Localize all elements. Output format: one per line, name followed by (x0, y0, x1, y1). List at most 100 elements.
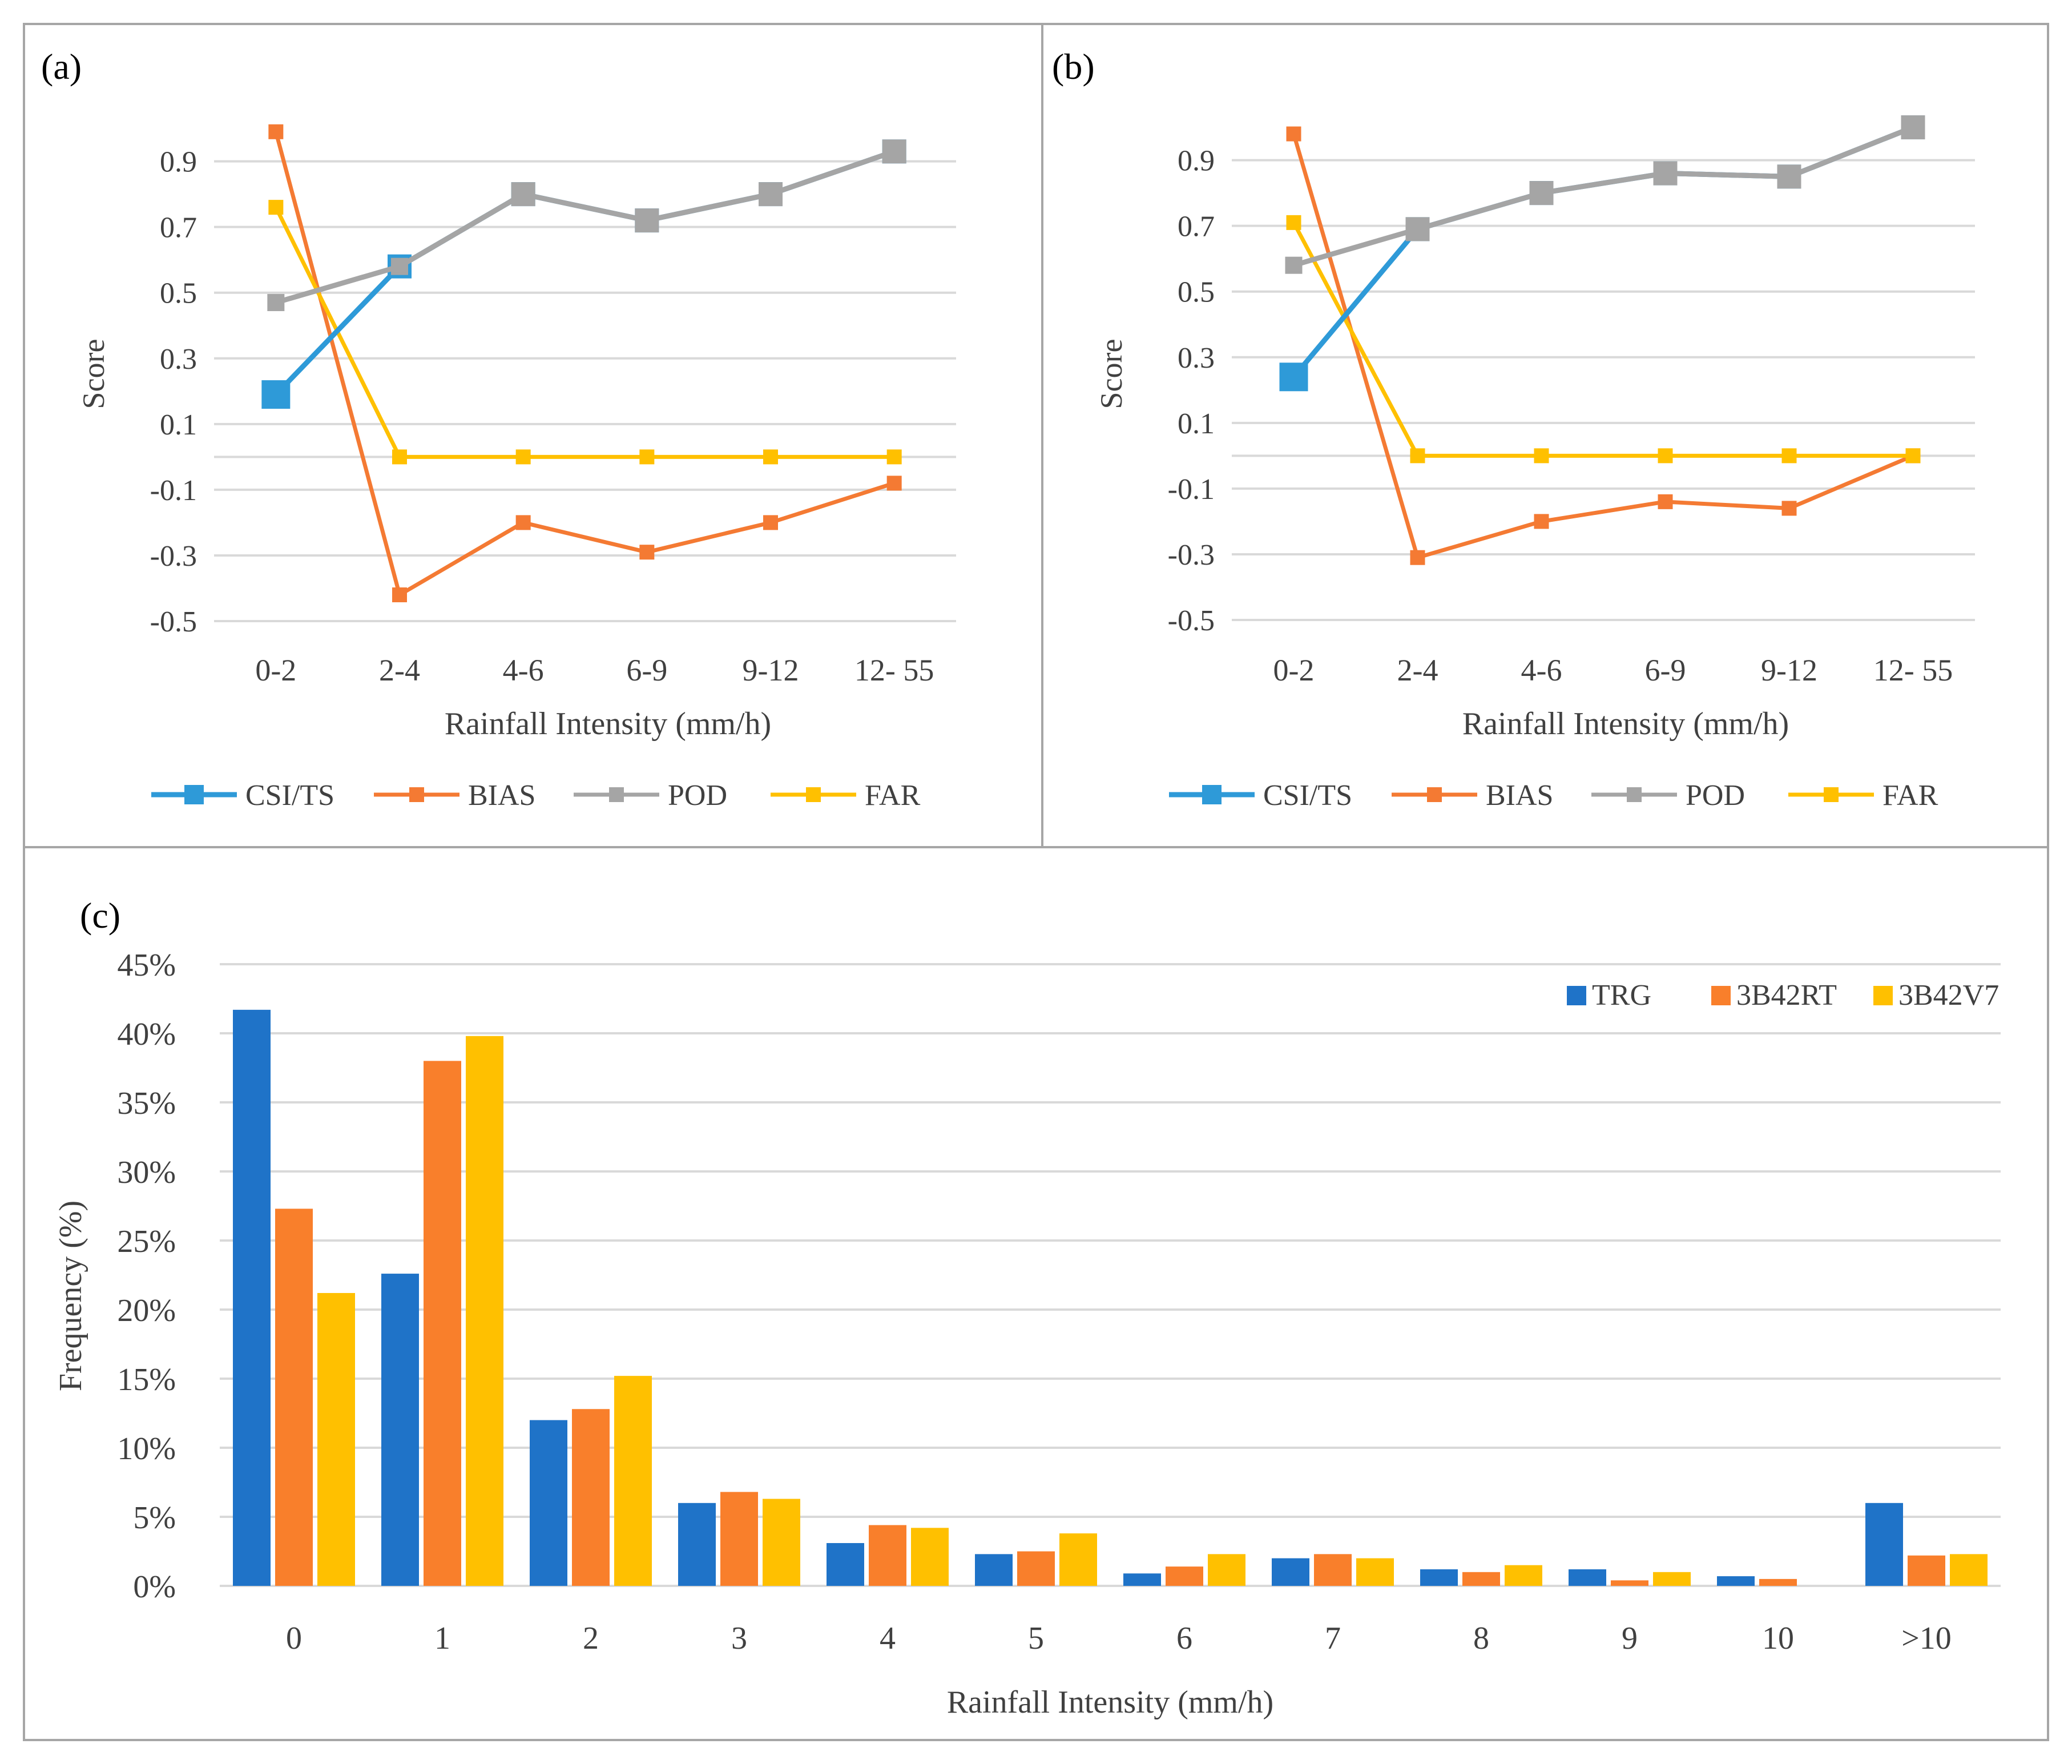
y-tick-label: -0.3 (1168, 539, 1215, 571)
panel-c-x-axis-label: Rainfall Intensity (mm/h) (947, 1685, 1273, 1720)
x-tick-label: 0-2 (255, 653, 296, 687)
bar-rt (720, 1492, 758, 1586)
pod-series-line (275, 149, 896, 305)
bar-trg (1569, 1569, 1606, 1586)
y-tick-label: 0.7 (160, 212, 197, 244)
bar-rt (275, 1209, 313, 1586)
panel-b-x-axis-label: Rainfall Intensity (mm/h) (1462, 706, 1789, 742)
bar-v7 (1950, 1554, 1988, 1586)
panel-a-x-axis-label: Rainfall Intensity (mm/h) (445, 706, 771, 742)
y-tick-label: -0.5 (150, 606, 197, 638)
csi-data-point (1279, 363, 1308, 392)
panel-a-line-chart: (a) 0.9 0.7 0.5 0.3 0.1 -0.1 -0.3 -0.5 0-2 2-4 4-… (41, 46, 956, 812)
bias-data-point (268, 124, 284, 139)
panel-a-gridlines (214, 160, 956, 622)
legend-bias-label: BIAS (468, 779, 535, 812)
x-tick-label: 8 (1473, 1621, 1489, 1656)
panel-b-y-axis-label: Score (1094, 339, 1128, 409)
bias-data-point (1410, 550, 1425, 565)
legend-rt-swatch (1711, 986, 1731, 1005)
legend-rt-label: 3B42RT (1736, 979, 1837, 1012)
x-tick-label: 1 (434, 1621, 450, 1656)
y-tick-label: 0% (133, 1569, 176, 1605)
x-tick-label: 4 (880, 1621, 896, 1656)
x-tick-label: 2-4 (1397, 653, 1438, 687)
bar-trg (1420, 1569, 1458, 1586)
x-tick-label: 5 (1028, 1621, 1044, 1656)
far-data-point (515, 449, 531, 465)
far-series-line (274, 206, 894, 459)
legend-pod-label: POD (1686, 779, 1745, 812)
bias-series-line (1292, 133, 1914, 560)
x-tick-label: 12- 55 (1873, 653, 1953, 687)
legend-pod-marker (1627, 787, 1642, 802)
panel-b-y-ticks: 0.9 0.7 0.5 0.3 0.1 -0.1 -0.3 -0.5 (1168, 145, 1215, 637)
y-tick-label: 15% (117, 1362, 176, 1397)
bar-trg (1717, 1576, 1755, 1586)
y-tick-label: 0.9 (1178, 145, 1215, 178)
bar-v7 (763, 1499, 800, 1586)
bias-series-line (273, 131, 895, 597)
pod-data-point (267, 293, 285, 311)
legend-trg-swatch (1567, 986, 1586, 1005)
bar-trg (530, 1420, 567, 1586)
x-tick-label: 9-12 (743, 653, 799, 687)
legend-csi-label: CSI/TS (245, 779, 334, 812)
x-tick-label: 2-4 (379, 653, 420, 687)
bar-trg (678, 1503, 716, 1586)
panel-a-y-axis-label: Score (76, 339, 111, 409)
pod-data-point (759, 182, 783, 207)
bar-rt (424, 1061, 461, 1586)
bar-v7 (911, 1528, 949, 1586)
bar-v7 (1059, 1533, 1097, 1586)
far-data-point (1410, 448, 1425, 464)
far-data-point (1286, 215, 1301, 230)
y-tick-label: 0.7 (1178, 211, 1215, 243)
panel-b-line-chart: (b) 0.9 0.7 0.5 0.3 0.1 -0.1 -0.3 -0.5 0-2 2-4 4-… (1052, 46, 1975, 812)
far-data-point (268, 200, 284, 215)
y-tick-label: 0.3 (1178, 342, 1215, 374)
legend-csi-marker (1202, 785, 1222, 804)
x-tick-label: 6-9 (1645, 653, 1686, 687)
pod-data-point (882, 139, 906, 164)
bias-data-point (1534, 514, 1549, 529)
bias-data-point (1286, 126, 1301, 142)
legend-pod-label: POD (668, 779, 727, 812)
panel-c-bars (233, 1009, 1988, 1586)
bar-trg (1865, 1503, 1903, 1586)
bar-v7 (1505, 1565, 1542, 1586)
far-data-point (1534, 448, 1549, 464)
x-tick-label: 0-2 (1273, 653, 1315, 687)
pod-data-point (1405, 217, 1430, 241)
panel-b-series (1279, 115, 1925, 565)
legend-bias-marker (1427, 787, 1442, 802)
far-data-point (639, 449, 655, 465)
y-tick-label: 0.5 (1178, 276, 1215, 309)
y-tick-label: 0.1 (160, 409, 197, 441)
bar-rt (869, 1525, 906, 1586)
bar-v7 (614, 1376, 652, 1586)
panel-c-frame (23, 846, 2049, 1741)
x-tick-label: 4-6 (1521, 653, 1562, 687)
bar-rt (1611, 1580, 1648, 1586)
bar-trg (975, 1554, 1013, 1586)
x-tick-label: 12- 55 (854, 653, 934, 687)
x-tick-label: 9-12 (1761, 653, 1817, 687)
pod-data-point (391, 257, 408, 275)
y-tick-label: 0.1 (1178, 408, 1215, 440)
pod-data-point (1901, 115, 1925, 140)
panel-c-y-axis-label: Frequency (%) (53, 1201, 88, 1391)
bar-v7 (1356, 1558, 1394, 1586)
y-tick-label: -0.1 (150, 474, 197, 507)
pod-data-point (1529, 181, 1554, 206)
x-tick-label: 7 (1325, 1621, 1341, 1656)
bias-data-point (1781, 501, 1797, 516)
legend-pod-marker (609, 787, 624, 802)
legend-csi-label: CSI/TS (1263, 779, 1352, 812)
panel-c-gridlines (220, 963, 2001, 1587)
pod-data-point (1777, 164, 1801, 189)
bar-rt (1166, 1566, 1203, 1586)
y-tick-label: -0.3 (150, 540, 197, 573)
far-series-line (1292, 221, 1913, 458)
x-tick-label: 3 (731, 1621, 747, 1656)
